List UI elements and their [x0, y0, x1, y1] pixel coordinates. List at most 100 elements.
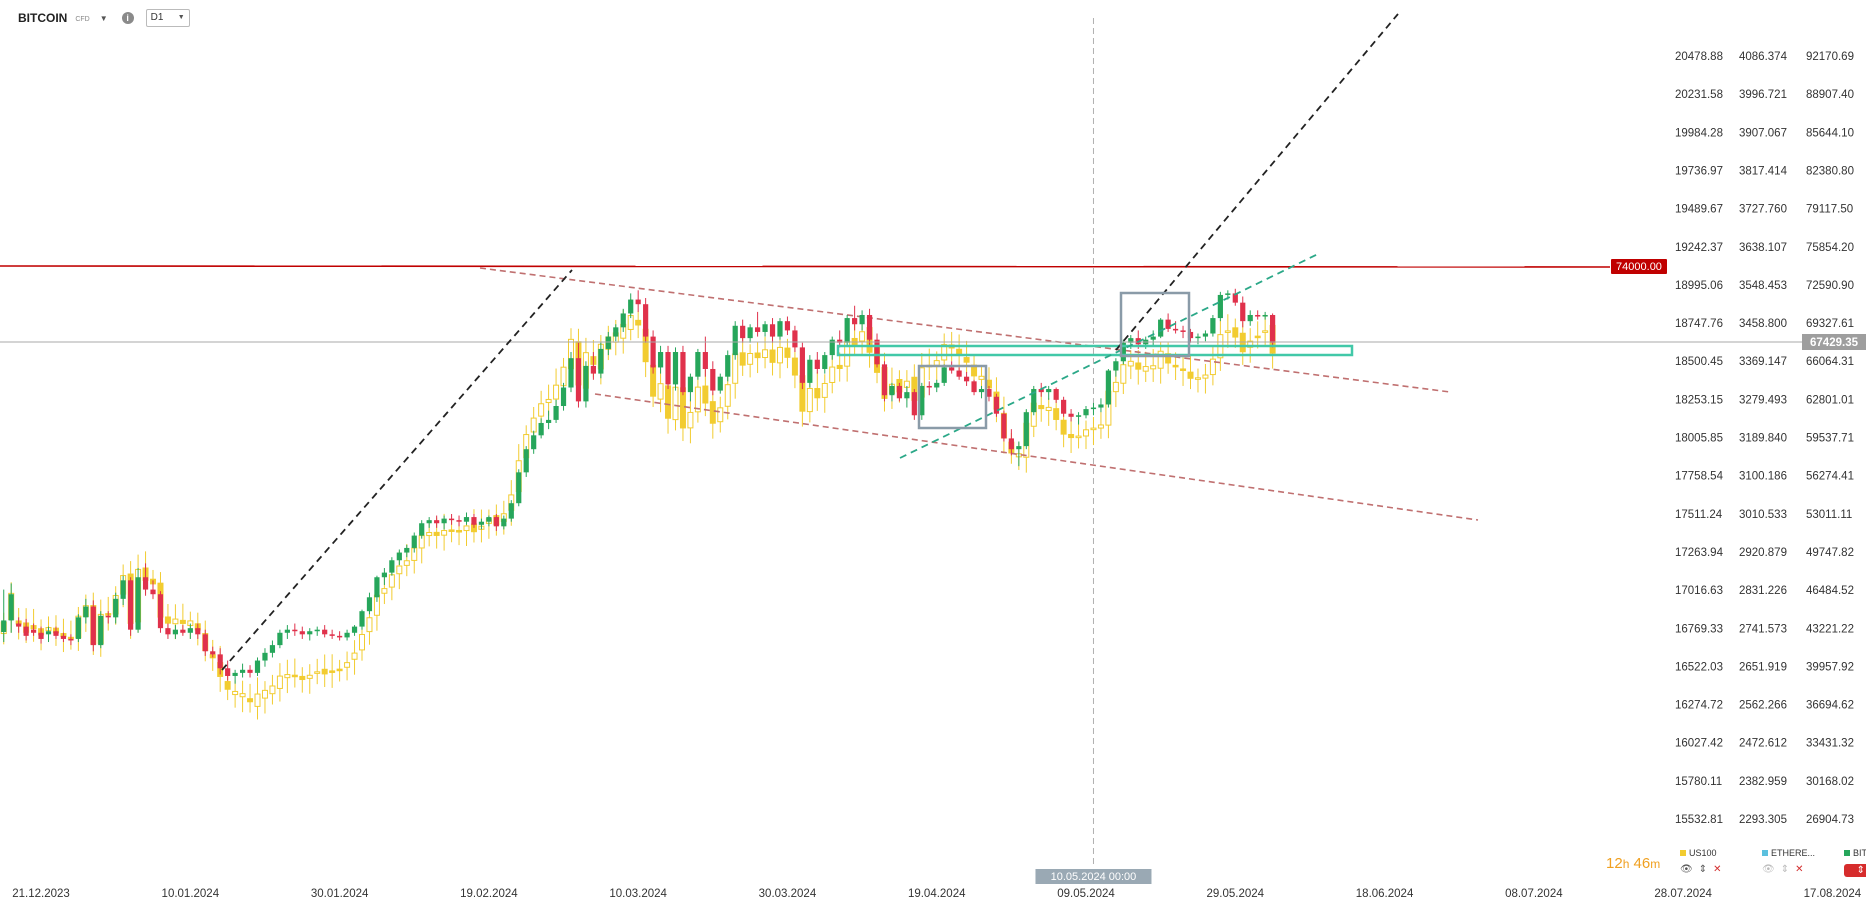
eye-icon[interactable]: 👁 [1680, 864, 1693, 875]
price-tick-label-3: 69327.61 [1806, 318, 1854, 330]
overlay-candle [1157, 350, 1164, 369]
candle-countdown: 12h 46m [1606, 855, 1660, 872]
candle-body [926, 385, 932, 388]
timeframe-select[interactable]: D1 ▼ [145, 9, 190, 27]
candle-body [195, 628, 201, 635]
countdown-hours: 12 [1606, 855, 1623, 872]
candle-body [702, 352, 708, 369]
candle-body [919, 385, 925, 416]
overlay-candle [299, 675, 306, 681]
candle-body [1113, 361, 1119, 371]
overlay-candle [687, 411, 694, 429]
candle-body [239, 669, 246, 673]
time-tick-label: 17.08.2024 [1804, 888, 1862, 900]
price-tick-label: 19242.37 [1675, 242, 1723, 254]
candle-body [456, 520, 462, 522]
close-icon[interactable]: ✕ [1713, 864, 1722, 875]
price-tick-label-2: 3638.107 [1739, 242, 1787, 254]
time-tick-label: 29.05.2024 [1207, 888, 1265, 900]
symbol-name[interactable]: BITCOIN [18, 11, 68, 25]
overlay-candle [448, 529, 455, 532]
legend-label: ETHERE... [1771, 848, 1816, 858]
candle-body [881, 364, 888, 396]
price-tick-label-3: 36694.62 [1806, 700, 1854, 712]
candle-body [1187, 331, 1194, 339]
candle-body [1023, 412, 1029, 447]
overlay-candle [672, 386, 679, 421]
legend-label: BITCOI... [1853, 848, 1866, 858]
legend-item-ethereum[interactable]: ETHERE... 👁 ⇕ ✕ [1762, 848, 1826, 877]
crosshair-date-label: 10.05.2024 00:00 [1051, 871, 1137, 883]
close-icon[interactable]: ✕ [1795, 864, 1804, 875]
candle-body [501, 518, 507, 527]
candle-body [1105, 370, 1112, 405]
price-tick-label-2: 2472.612 [1739, 738, 1787, 750]
price-tick-label-2: 4086.374 [1739, 51, 1788, 63]
overlay-candle [396, 565, 403, 575]
legend-item-bitcoin[interactable]: BITCOI... ⇕✕ [1844, 848, 1866, 877]
overlay-candle [791, 357, 798, 376]
time-tick-label: 10.01.2024 [162, 888, 220, 900]
candle-body [135, 577, 141, 630]
overlay-candle [232, 690, 239, 696]
price-tick-label: 20231.58 [1675, 89, 1723, 101]
reorder-icon[interactable]: ⇕ [1698, 864, 1708, 875]
overlay-candle [1120, 364, 1127, 384]
overlay-candle [1053, 408, 1060, 420]
overlay-candle [291, 674, 298, 678]
overlay-candle [739, 352, 746, 366]
reorder-icon[interactable]: ⇕ [1856, 865, 1865, 876]
reorder-icon[interactable]: ⇕ [1780, 864, 1790, 875]
candle-body [822, 355, 828, 369]
price-tick-label-3: 39957.92 [1806, 661, 1854, 673]
price-tick-label-3: 56274.41 [1806, 471, 1854, 483]
highlight-box-1 [917, 364, 988, 430]
eye-icon[interactable]: 👁 [1762, 864, 1775, 875]
price-tick-label-3: 30168.02 [1806, 776, 1854, 788]
overlay-candle [754, 352, 761, 359]
descending-channel [479, 267, 1479, 521]
info-icon[interactable]: i [121, 12, 134, 24]
candle-body [1098, 404, 1104, 408]
candle-body [799, 347, 805, 383]
time-tick-label: 30.03.2024 [759, 888, 817, 900]
price-tick-label-2: 2831.226 [1739, 585, 1787, 597]
candle-body [1038, 389, 1044, 393]
candle-body [434, 520, 440, 524]
overlay-candle [784, 347, 791, 358]
candle-body [225, 668, 231, 676]
overlay-candle [1194, 377, 1201, 380]
overlay-candle [351, 652, 358, 660]
candle-body [366, 597, 373, 612]
candle-body [1240, 302, 1246, 322]
candle-body [23, 626, 29, 636]
overlay-candle [179, 619, 186, 624]
overlay-candle [1224, 330, 1231, 333]
legend-item-us100[interactable]: US100 👁 ⇕ ✕ [1680, 848, 1744, 877]
candle-body [1128, 338, 1134, 343]
candle-body [874, 339, 880, 365]
symbol-dropdown-icon[interactable]: ▼ [99, 13, 108, 23]
candle-body [904, 392, 910, 399]
candle-body [16, 623, 22, 627]
candle-body [98, 615, 104, 646]
overlay-candle [1180, 368, 1187, 372]
candle-body [38, 632, 44, 639]
overlay-candle [1232, 327, 1239, 338]
overlay-candle [978, 375, 985, 380]
overlay-candle [456, 529, 463, 533]
overlay-candle [859, 331, 866, 342]
price-tick-label-3: 72590.90 [1806, 280, 1854, 292]
candle-body [351, 626, 358, 633]
candle-body [553, 406, 559, 420]
candle-body [792, 330, 798, 348]
overlay-candle [254, 693, 261, 707]
price-tick-label-2: 2920.879 [1739, 547, 1787, 559]
price-tick-label-2: 3189.840 [1739, 433, 1787, 445]
candle-body [292, 629, 298, 632]
overlay-candle [224, 681, 231, 690]
price-tick-label: 16522.03 [1675, 661, 1723, 673]
candle-body [777, 321, 783, 337]
time-tick-label: 09.05.2024 [1057, 888, 1115, 900]
